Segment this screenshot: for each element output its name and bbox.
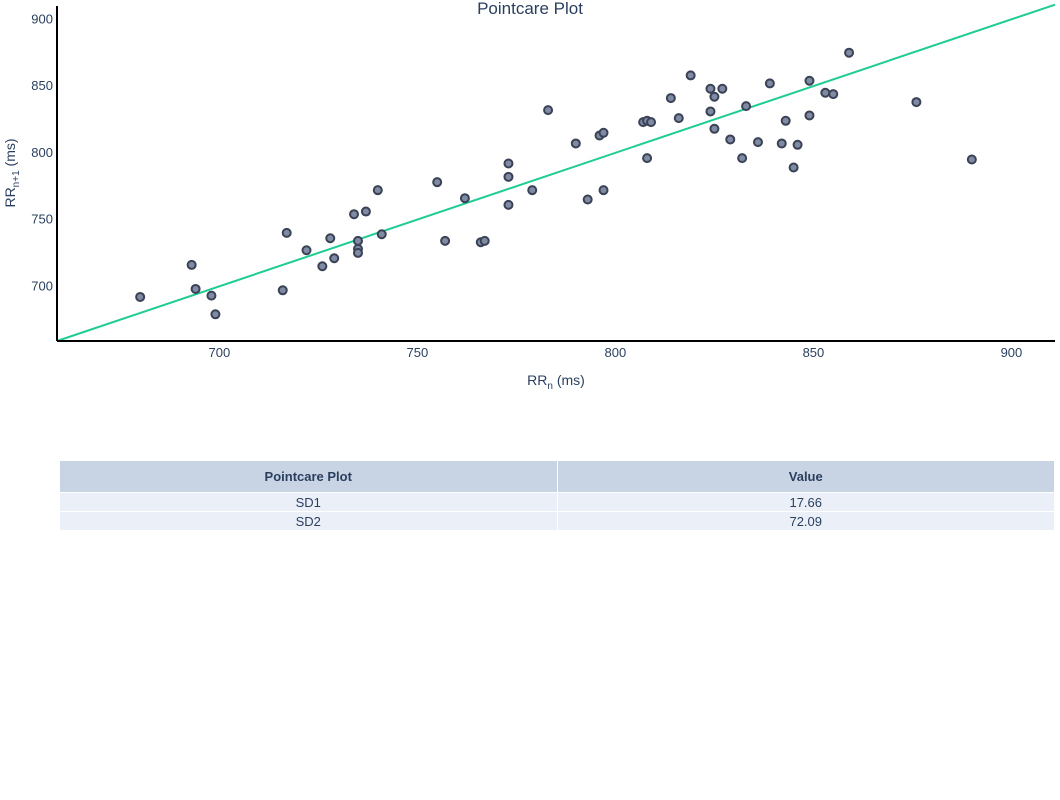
data-point xyxy=(665,93,676,104)
data-point xyxy=(360,206,371,217)
data-point xyxy=(709,123,720,134)
table-cell-value: 17.66 xyxy=(556,492,1055,512)
chart-title: Pointcare Plot xyxy=(477,0,583,18)
data-point xyxy=(804,110,815,121)
data-point xyxy=(503,171,514,182)
data-point xyxy=(352,235,363,246)
data-point xyxy=(780,115,791,126)
x-tick-label: 850 xyxy=(803,345,825,360)
y-tick-label: 900 xyxy=(31,11,53,26)
data-point xyxy=(725,134,736,145)
data-point xyxy=(479,235,490,246)
data-point xyxy=(820,87,831,98)
table-cell-metric: SD1 xyxy=(59,492,558,512)
data-point xyxy=(186,259,197,270)
data-point xyxy=(642,153,653,164)
y-tick-label: 850 xyxy=(31,78,53,93)
x-tick-label: 800 xyxy=(605,345,627,360)
data-point xyxy=(776,138,787,149)
identity-line xyxy=(56,3,1056,342)
data-point xyxy=(598,127,609,138)
data-point xyxy=(598,185,609,196)
x-tick-label: 700 xyxy=(209,345,231,360)
table-cell-metric: SD2 xyxy=(59,511,558,531)
x-tick-label: 750 xyxy=(407,345,429,360)
data-point xyxy=(788,162,799,173)
data-point xyxy=(372,185,383,196)
y-tick-label: 700 xyxy=(31,278,53,293)
data-point xyxy=(705,83,716,94)
table-cell-value: 72.09 xyxy=(556,511,1055,531)
data-point xyxy=(503,158,514,169)
data-point xyxy=(376,229,387,240)
data-point xyxy=(764,78,775,89)
table-row: SD1 17.66 xyxy=(59,492,1055,512)
table-header-metric: Pointcare Plot xyxy=(59,460,558,493)
data-point xyxy=(737,153,748,164)
data-point xyxy=(135,291,146,302)
data-point xyxy=(281,227,292,238)
data-point xyxy=(570,138,581,149)
data-point xyxy=(325,233,336,244)
data-point xyxy=(685,70,696,81)
data-point xyxy=(210,309,221,320)
data-point xyxy=(673,113,684,124)
table-header-row: Pointcare Plot Value xyxy=(59,460,1055,493)
data-point xyxy=(277,285,288,296)
data-point xyxy=(190,283,201,294)
y-tick-label: 800 xyxy=(31,145,53,160)
data-point xyxy=(646,117,657,128)
data-point xyxy=(966,154,977,165)
data-point xyxy=(911,97,922,108)
data-point xyxy=(432,177,443,188)
table-row: SD2 72.09 xyxy=(59,511,1055,531)
stats-table: Pointcare Plot Value SD1 17.66 SD2 72.09 xyxy=(59,460,1055,531)
data-point xyxy=(792,139,803,150)
data-point xyxy=(206,290,217,301)
data-point xyxy=(844,47,855,58)
data-point xyxy=(352,247,363,258)
data-point xyxy=(741,101,752,112)
data-point xyxy=(828,89,839,100)
data-point xyxy=(752,137,763,148)
poincare-chart: Pointcare Plot 700 750 800 850 900 700 750 800 8… xyxy=(2,0,1056,392)
data-point xyxy=(329,253,340,264)
data-point xyxy=(709,91,720,102)
data-point xyxy=(317,261,328,272)
x-axis-title: RRn (ms) xyxy=(527,372,585,392)
data-point xyxy=(717,83,728,94)
data-point xyxy=(440,235,451,246)
data-point xyxy=(705,106,716,117)
y-tick-label: 750 xyxy=(31,212,53,227)
data-point xyxy=(503,199,514,210)
data-point xyxy=(459,193,470,204)
table-header-value: Value xyxy=(556,460,1055,493)
data-point xyxy=(582,194,593,205)
x-tick-label: 900 xyxy=(1001,345,1023,360)
data-point xyxy=(543,105,554,116)
data-point xyxy=(349,209,360,220)
y-axis-title: RRn+1 (ms) xyxy=(2,138,22,207)
data-point xyxy=(527,185,538,196)
data-point xyxy=(301,245,312,256)
data-point xyxy=(804,75,815,86)
